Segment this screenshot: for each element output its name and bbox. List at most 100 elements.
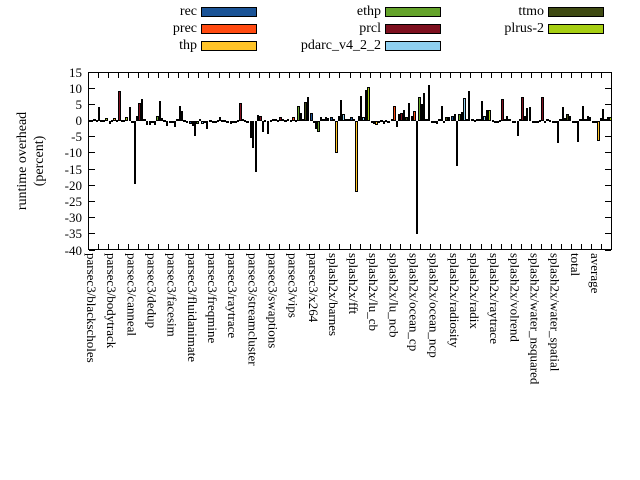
bar-thp bbox=[375, 120, 378, 126]
legend-swatch-prec bbox=[201, 24, 257, 34]
bar-ttmo bbox=[425, 118, 428, 121]
bar-prec bbox=[252, 120, 255, 149]
bar-prec bbox=[272, 118, 275, 121]
bar-prec bbox=[231, 120, 235, 123]
bar-prcl bbox=[380, 119, 383, 122]
bar-ethp bbox=[196, 120, 199, 124]
bar-rec bbox=[330, 117, 333, 121]
bar-rec bbox=[269, 119, 273, 122]
bar-thp bbox=[415, 120, 419, 234]
bar-pdarc_v4_2_2 bbox=[604, 118, 607, 121]
bar-ttmo bbox=[445, 117, 448, 121]
bar-rec bbox=[249, 120, 253, 138]
bar-ethp bbox=[216, 119, 219, 122]
x-minortick-top bbox=[309, 73, 311, 78]
bar-thp bbox=[335, 120, 338, 153]
bar-plrus-2 bbox=[185, 120, 189, 124]
x-minortick-bottom bbox=[329, 244, 331, 249]
x-minortick-bottom bbox=[349, 244, 351, 249]
y-tick-left bbox=[89, 87, 95, 89]
bar-pdarc_v4_2_2 bbox=[463, 97, 466, 121]
x-tick-bottom bbox=[218, 244, 220, 249]
x-minortick-top bbox=[591, 73, 593, 78]
legend-swatch-plrus-2 bbox=[548, 24, 604, 34]
y-tick-label: -25 bbox=[64, 193, 82, 209]
x-tick-bottom bbox=[601, 244, 603, 249]
bar-prec bbox=[332, 118, 336, 121]
bar-prec bbox=[413, 111, 416, 121]
bar-thp bbox=[93, 118, 96, 121]
x-tick-bottom bbox=[561, 244, 563, 249]
bar-pdarc_v4_2_2 bbox=[201, 120, 204, 125]
x-tick-label: parsec3/vips bbox=[285, 253, 301, 318]
x-tick-label: splash2x/radix bbox=[467, 253, 482, 329]
x-minortick-bottom bbox=[490, 244, 492, 249]
bar-pdarc_v4_2_2 bbox=[221, 119, 224, 122]
bar-prec bbox=[373, 120, 376, 125]
bar-thp bbox=[456, 120, 459, 166]
x-tick-label: splash2x/barnes bbox=[325, 253, 341, 337]
bar-pdarc_v4_2_2 bbox=[261, 120, 265, 132]
x-minortick-bottom bbox=[409, 244, 411, 249]
bar-ttmo bbox=[203, 120, 207, 123]
bar-plrus-2 bbox=[206, 120, 209, 129]
y-tick-left bbox=[89, 136, 95, 138]
x-minortick-bottom bbox=[389, 244, 391, 249]
bar-ttmo bbox=[264, 119, 267, 122]
y-tick-label: -15 bbox=[64, 161, 82, 177]
x-tick-bottom bbox=[117, 244, 119, 249]
bar-prcl bbox=[239, 102, 242, 121]
y-tick-right bbox=[605, 71, 611, 73]
x-tick-label: parsec3/bodytrack bbox=[104, 253, 120, 349]
bar-rec bbox=[592, 120, 595, 123]
x-tick-label: parsec3/x264 bbox=[305, 253, 321, 323]
bar-plrus-2 bbox=[367, 87, 370, 121]
y-tick-right bbox=[605, 120, 611, 122]
bar-prec bbox=[131, 120, 134, 123]
x-tick-top bbox=[178, 73, 180, 78]
bar-ttmo bbox=[344, 118, 348, 121]
y-tick-right bbox=[605, 136, 611, 138]
x-tick-top bbox=[198, 73, 200, 78]
x-tick-top bbox=[137, 73, 139, 78]
y-tick-label: -5 bbox=[71, 129, 82, 145]
x-minortick-bottom bbox=[147, 244, 149, 249]
x-tick-top bbox=[460, 73, 462, 78]
x-tick-label: splash2x/lu_ncb bbox=[386, 253, 402, 338]
bar-pdarc_v4_2_2 bbox=[523, 115, 527, 121]
bar-rec bbox=[128, 106, 132, 121]
bar-pdarc_v4_2_2 bbox=[564, 117, 567, 121]
bar-prcl bbox=[481, 101, 484, 121]
bar-ttmo bbox=[243, 119, 247, 122]
x-tick-label: parsec3/dedup bbox=[144, 253, 160, 329]
x-minortick-bottom bbox=[591, 244, 593, 249]
x-minortick-top bbox=[329, 73, 331, 78]
bar-plrus-2 bbox=[447, 117, 451, 121]
x-tick-label: splash2x/volrend bbox=[507, 253, 523, 342]
x-tick-bottom bbox=[198, 244, 200, 249]
bar-prec bbox=[292, 117, 295, 121]
bar-plrus-2 bbox=[347, 118, 350, 121]
x-minortick-top bbox=[470, 73, 472, 78]
bar-thp bbox=[133, 120, 136, 184]
legend-label-thp: thp bbox=[179, 38, 197, 53]
x-minortick-top bbox=[430, 73, 432, 78]
x-tick-top bbox=[359, 73, 361, 78]
x-tick-top bbox=[500, 73, 502, 78]
x-tick-label: parsec3/freqmine bbox=[205, 253, 220, 344]
bar-ttmo bbox=[183, 119, 186, 122]
bar-prcl bbox=[158, 101, 161, 121]
bar-prcl bbox=[541, 97, 544, 121]
bar-ethp bbox=[458, 114, 461, 121]
bar-thp bbox=[355, 120, 358, 192]
bar-prcl bbox=[339, 99, 343, 121]
bar-ethp bbox=[317, 120, 320, 133]
bar-rec bbox=[148, 120, 152, 125]
y-tick-left bbox=[89, 152, 95, 154]
y-tick-left bbox=[89, 217, 95, 219]
x-tick-bottom bbox=[238, 244, 240, 249]
x-tick-bottom bbox=[460, 244, 462, 249]
x-tick-top bbox=[218, 73, 220, 78]
bar-rec bbox=[491, 119, 494, 122]
